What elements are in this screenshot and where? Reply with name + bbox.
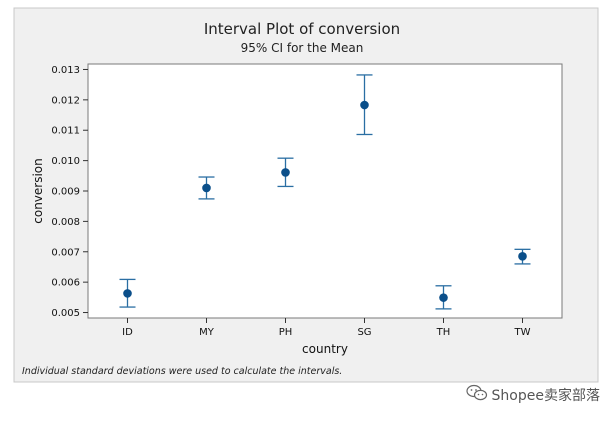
y-tick-label: 0.005 xyxy=(51,308,80,319)
y-tick-label: 0.010 xyxy=(51,156,80,167)
mean-point xyxy=(281,168,290,177)
x-tick-label: PH xyxy=(279,327,293,338)
plot-area xyxy=(87,63,563,319)
mean-point xyxy=(202,183,211,193)
footnote: Individual standard deviations were used… xyxy=(22,366,342,377)
x-axis: ID MY PH SG TH TW xyxy=(122,318,531,338)
y-tick-label: 0.009 xyxy=(51,187,80,198)
x-tick-label: TW xyxy=(514,327,531,338)
wechat-icon xyxy=(465,384,488,406)
y-axis: 0.005 0.006 0.007 0.008 0.009 0.010 0.011 0.012… xyxy=(51,65,88,319)
x-tick-label: TH xyxy=(436,327,451,338)
y-tick-label: 0.011 xyxy=(51,126,80,137)
interval-marks xyxy=(119,74,531,310)
x-axis-label: country xyxy=(302,342,348,356)
chart-title: Interval Plot of conversion xyxy=(204,20,400,38)
x-tick-label: SG xyxy=(357,327,371,338)
y-tick-label: 0.012 xyxy=(51,95,80,106)
chart-subtitle: 95% CI for the Mean xyxy=(241,41,364,55)
mean-point xyxy=(439,293,448,302)
y-tick-label: 0.013 xyxy=(51,65,80,76)
watermark: Shopee卖家部落 xyxy=(465,384,600,406)
y-tick-label: 0.008 xyxy=(51,217,80,228)
x-tick-label: MY xyxy=(199,327,215,338)
y-tick-label: 0.006 xyxy=(51,278,80,289)
watermark-text: Shopee卖家部落 xyxy=(491,388,600,404)
mean-point xyxy=(360,100,369,110)
y-axis-label: conversion xyxy=(31,158,45,224)
x-tick-label: ID xyxy=(122,327,133,338)
mean-point xyxy=(123,289,132,298)
mean-point xyxy=(518,252,527,261)
y-tick-label: 0.007 xyxy=(51,247,80,258)
